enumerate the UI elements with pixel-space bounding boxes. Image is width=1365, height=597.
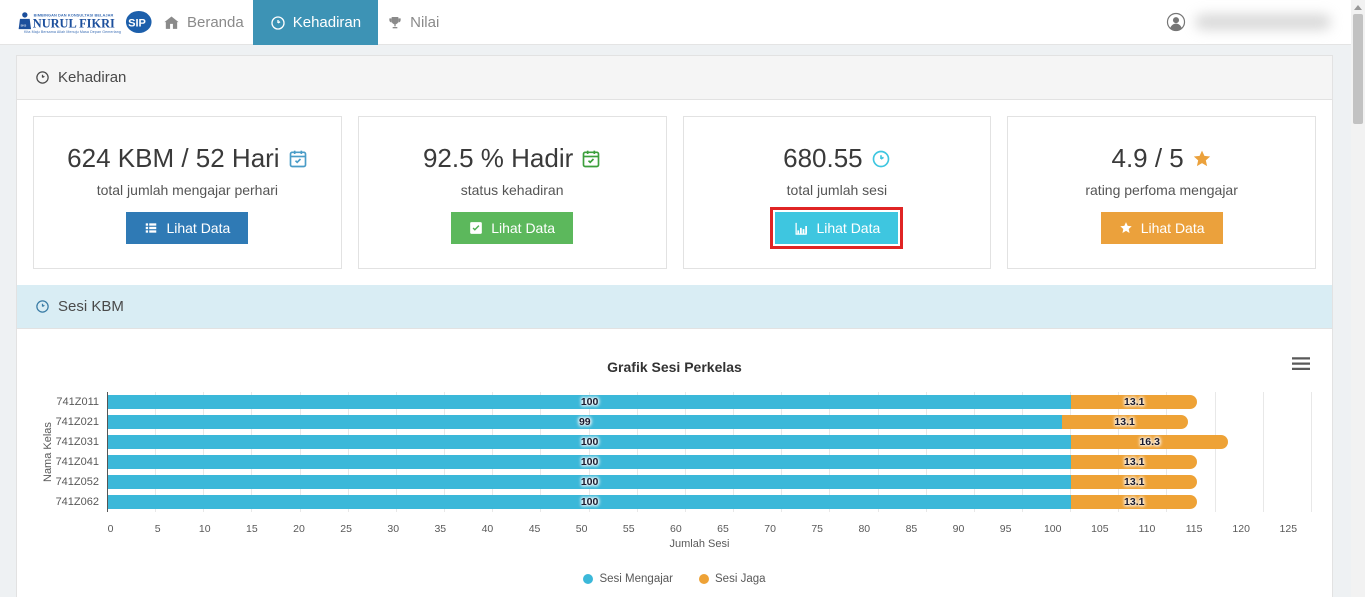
- svg-text:Kita Maju Bersama Allah Menuju: Kita Maju Bersama Allah Menuju Masa Depa…: [24, 30, 121, 34]
- svg-text:SIP: SIP: [128, 17, 146, 29]
- svg-text:NURUL FIKRI: NURUL FIKRI: [33, 17, 115, 31]
- svg-text:BKB: BKB: [21, 23, 27, 27]
